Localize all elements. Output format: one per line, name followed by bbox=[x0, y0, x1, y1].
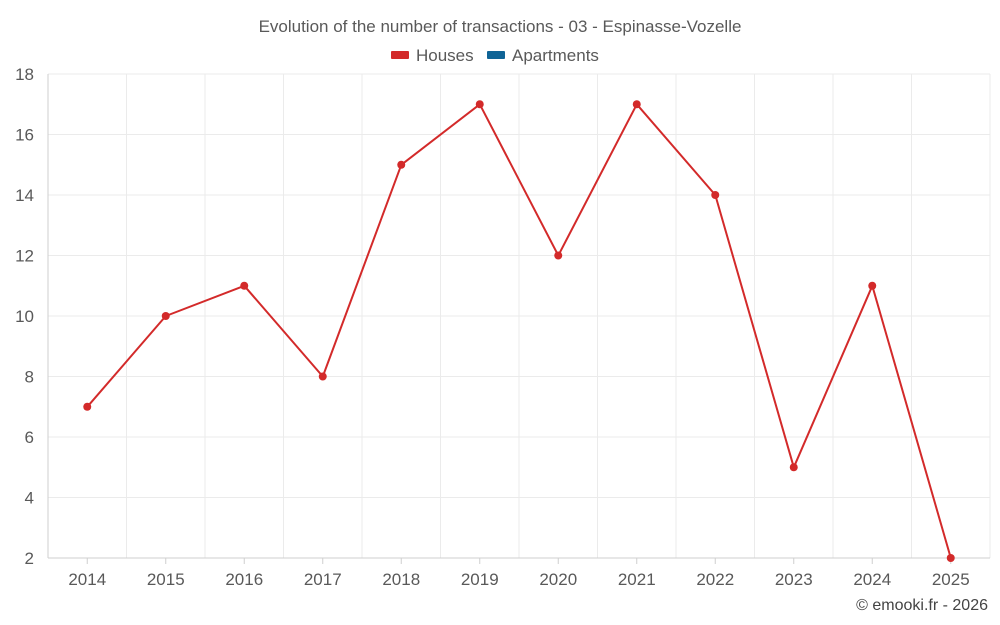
y-tick-label: 2 bbox=[25, 549, 34, 568]
y-tick-label: 16 bbox=[15, 126, 34, 145]
y-tick-label: 14 bbox=[15, 186, 34, 205]
legend-item-houses[interactable]: Houses bbox=[391, 46, 474, 65]
data-point[interactable] bbox=[868, 281, 877, 290]
x-tick-label: 2021 bbox=[618, 570, 656, 589]
data-point[interactable] bbox=[83, 402, 92, 411]
data-point[interactable] bbox=[789, 463, 798, 472]
chart-title: Evolution of the number of transactions … bbox=[259, 17, 742, 36]
data-point[interactable] bbox=[946, 554, 955, 562]
x-tick-label: 2022 bbox=[696, 570, 734, 589]
legend-label-houses: Houses bbox=[416, 46, 474, 65]
legend-swatch-apartments bbox=[487, 51, 505, 59]
data-point[interactable] bbox=[554, 251, 563, 260]
legend: Houses Apartments bbox=[391, 46, 599, 65]
x-tick-label: 2020 bbox=[539, 570, 577, 589]
series-line-houses bbox=[86, 103, 952, 559]
series-houses bbox=[83, 100, 955, 562]
data-point[interactable] bbox=[711, 191, 720, 199]
data-point[interactable] bbox=[240, 281, 249, 290]
y-tick-label: 8 bbox=[25, 368, 34, 387]
grid bbox=[47, 73, 991, 559]
x-tick-label: 2025 bbox=[932, 570, 970, 589]
y-axis-ticks: 2 4 6 8 10 12 14 16 18 bbox=[15, 65, 34, 568]
x-tick-label: 2017 bbox=[304, 570, 342, 589]
x-axis-ticks: 2014 2015 2016 2017 2018 2019 2020 2021 2022 2023… bbox=[68, 570, 969, 589]
data-point[interactable] bbox=[475, 100, 484, 109]
x-tick-label: 2015 bbox=[147, 570, 185, 589]
x-tick-label: 2018 bbox=[382, 570, 420, 589]
legend-item-apartments[interactable]: Apartments bbox=[487, 46, 599, 65]
data-point[interactable] bbox=[632, 100, 641, 109]
y-tick-label: 4 bbox=[25, 489, 34, 508]
y-tick-label: 6 bbox=[25, 428, 34, 447]
x-tick-label: 2014 bbox=[68, 570, 106, 589]
y-tick-label: 18 bbox=[15, 65, 34, 84]
y-tick-label: 12 bbox=[15, 247, 34, 266]
data-point[interactable] bbox=[318, 372, 327, 381]
data-point[interactable] bbox=[161, 312, 170, 320]
axes bbox=[47, 74, 990, 564]
legend-swatch-houses bbox=[391, 51, 409, 59]
copyright-text: © emooki.fr - 2026 bbox=[856, 597, 988, 614]
y-tick-label: 10 bbox=[15, 307, 34, 326]
x-tick-label: 2023 bbox=[775, 570, 813, 589]
x-tick-label: 2024 bbox=[853, 570, 891, 589]
x-tick-label: 2016 bbox=[225, 570, 263, 589]
legend-label-apartments: Apartments bbox=[512, 46, 599, 65]
data-point[interactable] bbox=[397, 160, 406, 169]
x-tick-label: 2019 bbox=[461, 570, 499, 589]
